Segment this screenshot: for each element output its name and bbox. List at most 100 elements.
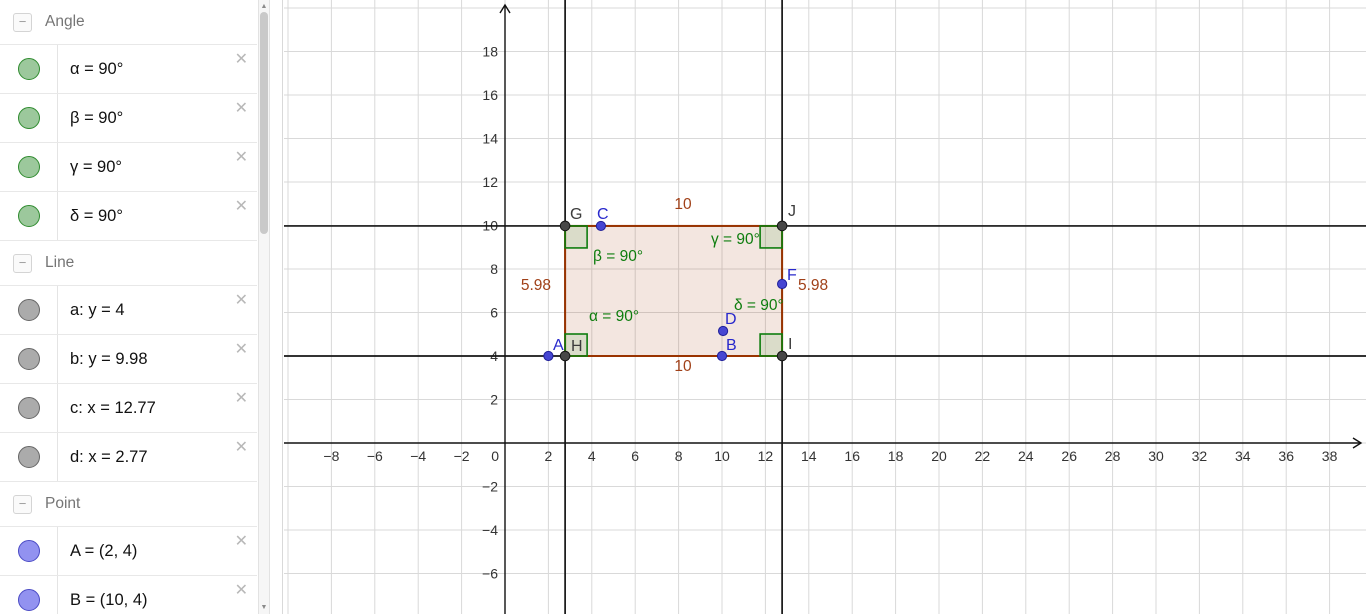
object-marble-icon[interactable] (17, 205, 40, 227)
visibility-toggle[interactable] (0, 384, 58, 432)
svg-text:4: 4 (588, 448, 596, 464)
svg-text:−2: −2 (482, 479, 498, 495)
visibility-toggle[interactable] (0, 433, 58, 481)
svg-text:14: 14 (482, 131, 498, 147)
svg-text:6: 6 (631, 448, 639, 464)
svg-text:22: 22 (975, 448, 991, 464)
svg-text:18: 18 (888, 448, 904, 464)
algebra-item-label: γ = 90° (70, 157, 123, 176)
object-marble-icon[interactable] (17, 397, 40, 419)
axes (284, 3, 1363, 614)
svg-text:−6: −6 (482, 566, 498, 582)
svg-text:16: 16 (482, 87, 498, 103)
collapse-section-button[interactable]: − (13, 12, 32, 32)
section-title: Angle (45, 13, 85, 30)
right-angle-marker-J[interactable] (759, 225, 783, 249)
right-angle-marker-H[interactable] (564, 333, 588, 357)
svg-text:16: 16 (844, 448, 860, 464)
point-D[interactable] (717, 325, 729, 337)
point-label-D: D (725, 311, 737, 328)
delete-button[interactable]: ✕ (234, 51, 248, 68)
delete-button[interactable]: ✕ (234, 439, 248, 456)
visibility-toggle[interactable] (0, 143, 58, 191)
svg-text:−8: −8 (323, 448, 339, 464)
right-angle-marker-I[interactable] (759, 333, 783, 357)
svg-text:24: 24 (1018, 448, 1034, 464)
delete-button[interactable]: ✕ (234, 100, 248, 117)
scroll-up-icon[interactable]: ▲ (260, 3, 268, 10)
object-marble-icon[interactable] (17, 299, 40, 321)
algebra-row: δ = 90° ✕ (0, 192, 257, 241)
svg-text:38: 38 (1322, 448, 1338, 464)
x-axis-arrow-icon (1352, 437, 1363, 449)
visibility-toggle[interactable] (0, 576, 58, 614)
algebra-item-label: α = 90° (70, 59, 124, 78)
angle-label-delta: δ = 90° (734, 297, 784, 314)
visibility-toggle[interactable] (0, 94, 58, 142)
point-C[interactable] (595, 220, 607, 232)
point-H[interactable] (559, 350, 571, 362)
algebra-item-label: b: y = 9.98 (70, 349, 148, 368)
svg-text:−2: −2 (454, 448, 470, 464)
visibility-toggle[interactable] (0, 45, 58, 93)
svg-text:2: 2 (490, 392, 498, 408)
algebra-row: b: y = 9.98 ✕ (0, 335, 257, 384)
point-J[interactable] (776, 220, 788, 232)
object-marble-icon[interactable] (17, 446, 40, 468)
section-title: Point (45, 495, 81, 512)
scrollbar-thumb[interactable] (260, 12, 268, 234)
algebra-scrollbar[interactable]: ▲ ▼ (258, 0, 270, 614)
object-marble-icon[interactable] (17, 348, 40, 370)
visibility-toggle[interactable] (0, 527, 58, 575)
object-marble-icon[interactable] (17, 540, 40, 562)
y-axis-arrow-icon (499, 3, 511, 14)
point-label-C: C (597, 206, 609, 223)
svg-text:26: 26 (1061, 448, 1077, 464)
scroll-down-icon[interactable]: ▼ (260, 604, 268, 611)
algebra-row: A = (2, 4) ✕ (0, 527, 257, 576)
point-label-G: G (570, 206, 582, 223)
graphics-canvas[interactable]: −8 −6 −4 −2 0 2 4 6 8 10 12 14 16 18 20 22 24 26 28 30 32 34 3… (283, 0, 1366, 614)
algebra-row: γ = 90° ✕ (0, 143, 257, 192)
point-G[interactable] (559, 220, 571, 232)
delete-button[interactable]: ✕ (234, 390, 248, 407)
svg-text:12: 12 (482, 174, 498, 190)
object-marble-icon[interactable] (17, 156, 40, 178)
algebra-row: α = 90° ✕ (0, 45, 257, 94)
point-label-J: J (788, 203, 796, 220)
section-header-line: − Line (0, 241, 257, 286)
rectangle-GHIJ[interactable] (564, 224, 784, 357)
delete-button[interactable]: ✕ (234, 341, 248, 358)
visibility-toggle[interactable] (0, 335, 58, 383)
object-marble-icon[interactable] (17, 589, 40, 611)
object-marble-icon[interactable] (17, 58, 40, 80)
collapse-section-button[interactable]: − (13, 253, 32, 273)
point-A[interactable] (543, 350, 554, 362)
axis-tick-labels: −8 −6 −4 −2 0 2 4 6 8 10 12 14 16 18 20 22 24 26 28 30 32 34 3… (323, 44, 1337, 582)
algebra-item-label: B = (10, 4) (70, 590, 148, 609)
section-title: Line (45, 254, 75, 271)
visibility-toggle[interactable] (0, 286, 58, 334)
delete-button[interactable]: ✕ (234, 198, 248, 215)
delete-button[interactable]: ✕ (234, 533, 248, 550)
point-label-B: B (726, 337, 737, 354)
point-B[interactable] (716, 350, 728, 362)
algebra-row: a: y = 4 ✕ (0, 286, 257, 335)
object-marble-icon[interactable] (17, 107, 40, 129)
length-label: 10 (674, 196, 692, 213)
algebra-item-label: a: y = 4 (70, 300, 125, 319)
algebra-row: B = (10, 4) ✕ (0, 576, 257, 614)
delete-button[interactable]: ✕ (234, 292, 248, 309)
svg-text:20: 20 (931, 448, 947, 464)
graphics-view[interactable]: −8 −6 −4 −2 0 2 4 6 8 10 12 14 16 18 20 22 24 26 28 30 32 34 3… (282, 0, 1366, 614)
collapse-section-button[interactable]: − (13, 494, 32, 514)
delete-button[interactable]: ✕ (234, 149, 248, 166)
svg-text:2: 2 (545, 448, 553, 464)
right-angle-marker-G[interactable] (564, 225, 588, 249)
angle-label-beta: β = 90° (593, 248, 643, 265)
delete-button[interactable]: ✕ (234, 582, 248, 599)
point-F[interactable] (777, 278, 788, 290)
point-I[interactable] (776, 350, 788, 362)
visibility-toggle[interactable] (0, 192, 58, 240)
